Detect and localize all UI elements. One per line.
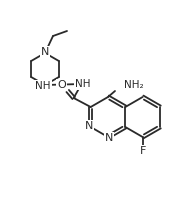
Text: NH: NH — [75, 79, 90, 89]
Text: NH: NH — [35, 81, 51, 91]
Text: NH₂: NH₂ — [124, 80, 144, 90]
Text: O: O — [57, 80, 66, 90]
Text: N: N — [85, 121, 93, 131]
Text: F: F — [139, 146, 146, 156]
Text: N: N — [105, 133, 113, 143]
Text: N: N — [41, 47, 49, 57]
